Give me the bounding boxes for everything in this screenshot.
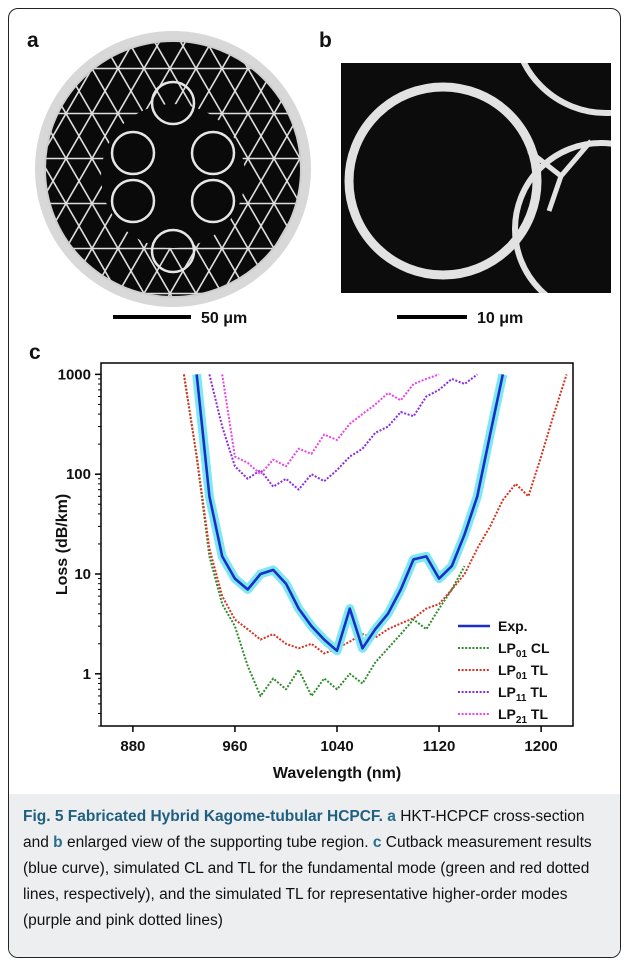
- x-tick-label: 1040: [320, 738, 353, 755]
- x-tick-label: 1120: [423, 738, 456, 755]
- line: [221, 373, 440, 476]
- micrograph-a: [35, 31, 311, 307]
- caption-text: b: [53, 834, 63, 851]
- caption-text: c: [372, 834, 382, 851]
- plot-frame: [100, 362, 574, 727]
- figure-frame: a b c 50 μm 10 μm 1 10 100 1000 880 960 1040 11…: [8, 8, 621, 958]
- figure: a b c 50 μm 10 μm 1 10 100 1000 880 960 1040 11…: [27, 29, 611, 782]
- legend-label: Exp.: [498, 618, 528, 634]
- y-tick-label: 1000: [58, 366, 91, 383]
- micrograph-b: [341, 63, 611, 293]
- line: [195, 374, 505, 653]
- scale-bar-label: 10 μm: [477, 310, 523, 327]
- caption-text: a: [387, 808, 396, 825]
- caption: Fig. 5 Fabricated Hybrid Kagome-tubular …: [9, 794, 620, 957]
- line: [182, 374, 466, 697]
- line: [208, 373, 478, 491]
- y-tick-label: 10: [74, 566, 91, 583]
- legend-label: LP01 CL: [498, 640, 550, 660]
- caption-text: HKT-HCPCF cross-section and: [23, 808, 585, 851]
- legend-label: LP01 TL: [498, 662, 548, 682]
- x-tick-label: 960: [222, 738, 247, 755]
- caption-text: enlarged view of the supporting tube reg…: [62, 834, 373, 851]
- x-tick-label: 880: [120, 738, 145, 755]
- line: [182, 374, 568, 655]
- legend-label: LP11 TL: [498, 684, 548, 704]
- y-tick-label: 1: [83, 666, 91, 683]
- caption-text: Fig. 5 Fabricated Hybrid Kagome-tubular …: [23, 808, 388, 825]
- chart: 1 10 100 1000 880 960 1040 1120 1200 Wavelength (…: [54, 362, 574, 782]
- panel-label: a: [27, 29, 39, 52]
- x-tick-label: 1200: [524, 738, 557, 755]
- y-axis-label: Loss (dB/km): [54, 494, 71, 595]
- x-axis-label: Wavelength (nm): [273, 765, 401, 782]
- scale-bar-label: 50 μm: [201, 310, 247, 327]
- panel-label: c: [29, 341, 41, 364]
- legend-label: LP21 TL: [498, 706, 548, 726]
- panel-label: b: [319, 29, 332, 52]
- caption-text: Cutback measurement results (blue curve)…: [23, 834, 592, 929]
- y-tick-label: 100: [66, 466, 91, 483]
